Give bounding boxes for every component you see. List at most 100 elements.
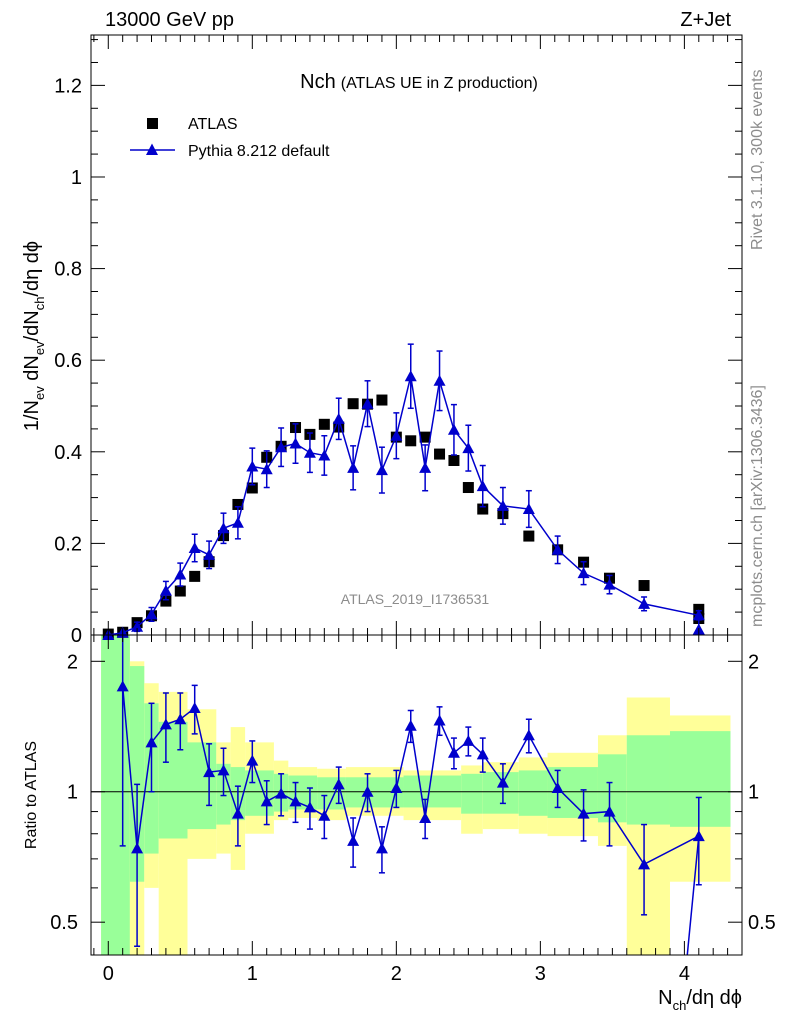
data-point	[376, 394, 388, 406]
x-label-base: N	[658, 987, 672, 1009]
band-inner	[129, 666, 145, 882]
data-point	[523, 530, 535, 542]
ratio-mc-point	[551, 782, 564, 794]
mc-point	[246, 460, 259, 472]
ratio-mc-point	[318, 809, 331, 821]
mc-point	[289, 437, 302, 449]
y-label-p2: dN	[21, 355, 43, 386]
mc-point	[145, 608, 158, 620]
mc-point	[375, 464, 388, 476]
ratio-mc-point	[275, 787, 288, 799]
y-label-s2: ev	[32, 341, 47, 355]
data-point	[174, 585, 186, 597]
data-point	[419, 431, 431, 443]
ratio-mc-point	[188, 702, 201, 714]
x-label-rest: /dη dϕ	[686, 987, 742, 1009]
data-point	[189, 570, 201, 582]
data-point	[318, 418, 330, 430]
ratio-mc-point	[347, 834, 360, 846]
ratio-mc-point	[203, 766, 216, 778]
mc-point	[174, 568, 187, 580]
data-point	[434, 448, 446, 460]
mc-point	[303, 446, 316, 458]
y-label-p1: 1/N	[21, 400, 43, 431]
x-tick-label: 1	[247, 963, 258, 985]
mc-point	[603, 578, 616, 590]
ratio-mc-point	[404, 719, 417, 731]
mc-point	[638, 597, 651, 609]
plot-title-sub: (ATLAS UE in Z production)	[341, 75, 538, 92]
band-inner	[461, 773, 483, 814]
mc-point	[188, 541, 201, 553]
mcplots-credit-label: mcplots.cern.ch [arXiv:1306.3436]	[749, 385, 766, 627]
mc-point	[390, 429, 403, 441]
ratio-mc-point	[462, 734, 475, 746]
y-label-s3: ch	[32, 297, 47, 311]
ratio-mc-point	[361, 785, 374, 797]
ratio-mc-point	[260, 795, 273, 807]
mc-point	[332, 412, 345, 424]
ratio-y-tick-label-right: 2	[748, 651, 759, 673]
legend-data-marker	[147, 118, 158, 129]
ratio-plot-frame	[90, 634, 743, 956]
ratio-mc-point	[390, 782, 403, 794]
main-y-tick-label: 0.4	[54, 442, 82, 464]
x-tick-label: 0	[103, 963, 114, 985]
ratio-mc-point	[522, 729, 535, 741]
mc-point	[577, 567, 590, 579]
ratio-mc-point	[638, 858, 651, 870]
mc-point	[231, 516, 244, 528]
band-inner	[101, 635, 130, 955]
y-axis-label: 1/Nev dNev/dNch/dη dϕ	[21, 241, 47, 431]
ratio-y-tick-label: 0.5	[50, 912, 78, 934]
main-y-tick-label: 0.6	[54, 350, 82, 372]
mc-point	[692, 609, 705, 621]
data-point	[477, 503, 489, 515]
ratio-mc-point	[159, 718, 172, 730]
x-label-sub: ch	[673, 998, 687, 1013]
mc-point	[159, 584, 172, 596]
ratio-mc-point	[116, 680, 129, 692]
mc-point	[275, 441, 288, 453]
mc-point	[419, 461, 432, 473]
ratio-mc-point	[174, 713, 187, 725]
ratio-mc-point	[246, 754, 259, 766]
ratio-mc-line	[121, 686, 700, 956]
ratio-mc-point	[131, 842, 144, 854]
data-point	[462, 482, 474, 494]
main-y-tick-label: 0	[71, 625, 82, 647]
legend-mc-label: Pythia 8.212 default	[188, 143, 330, 160]
mc-point	[131, 620, 144, 632]
chart-marks	[91, 343, 742, 956]
main-y-tick-label: 1	[71, 167, 82, 189]
ratio-mc-point	[332, 778, 345, 790]
energy-label: 13000 GeV pp	[105, 9, 234, 31]
ratio-y-axis-label: Ratio to ATLAS	[23, 741, 40, 849]
mc-point	[404, 370, 417, 382]
ratio-mc-point	[231, 807, 244, 819]
mc-point	[551, 543, 564, 555]
x-tick-label: 2	[391, 963, 402, 985]
ratio-mc-point	[303, 801, 316, 813]
mc-point	[462, 442, 475, 454]
legend-mc-marker	[146, 143, 158, 155]
data-point	[638, 580, 650, 592]
data-point	[246, 482, 258, 494]
plot-title-main: Nch	[300, 71, 336, 93]
mc-point	[318, 449, 331, 461]
ratio-mc-point	[496, 776, 509, 788]
mc-point	[217, 522, 230, 534]
band-inner	[626, 735, 670, 825]
mc-point	[496, 499, 509, 511]
ratio-uncertainty-bands	[101, 635, 731, 955]
mc-point	[260, 463, 273, 475]
main-y-tick-label: 1.2	[54, 75, 82, 97]
data-point	[232, 498, 244, 510]
ratio-y-tick-label-right: 0.5	[748, 912, 776, 934]
x-axis-label: Nch/dη dϕ	[658, 987, 742, 1013]
ratio-mc-point	[217, 764, 230, 776]
mc-point	[347, 461, 360, 473]
plot-title: Nch (ATLAS UE in Z production)	[300, 71, 538, 93]
x-tick-label: 4	[679, 963, 690, 985]
